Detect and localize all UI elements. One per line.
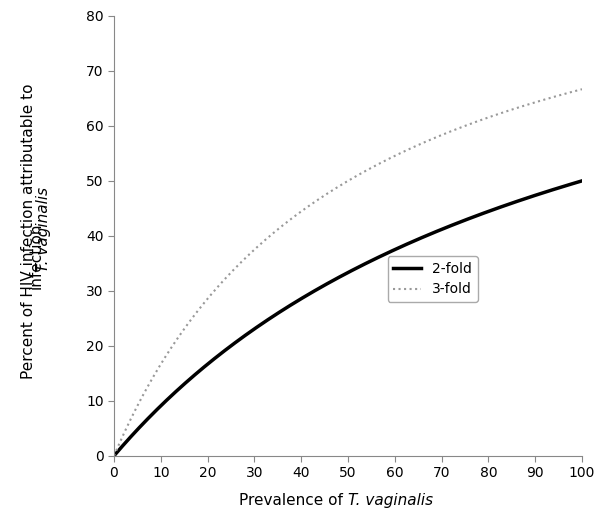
Legend: 2-fold, 3-fold: 2-fold, 3-fold <box>388 256 478 302</box>
Text: Percent of HIV infection attributable to: Percent of HIV infection attributable to <box>21 79 36 379</box>
Text: infection: infection <box>29 223 44 289</box>
Text: Prevalence of: Prevalence of <box>239 493 348 508</box>
Text: T. vaginalis: T. vaginalis <box>36 187 51 272</box>
Text: T. vaginalis: T. vaginalis <box>348 493 433 508</box>
